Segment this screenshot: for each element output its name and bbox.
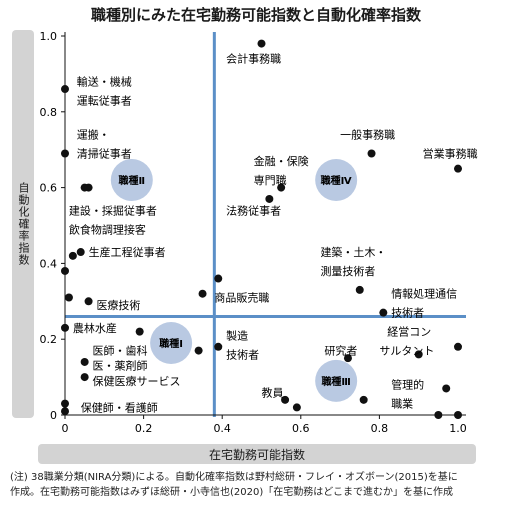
point-label: 医療技術	[96, 298, 140, 312]
y-tick-label: 0.6	[40, 182, 58, 195]
data-point	[343, 354, 352, 363]
data-point	[281, 395, 290, 404]
point-label: 技術者	[226, 348, 259, 361]
point-label: 法務従事者	[226, 203, 281, 217]
data-point	[214, 342, 223, 351]
quadrant-marker	[315, 359, 358, 402]
x-tick-label: 0.8	[371, 422, 389, 435]
quadrant-label: 職種Ⅱ	[119, 174, 146, 187]
point-label: 輸送・機械	[77, 74, 132, 88]
point-label: 測量技術者	[320, 264, 375, 278]
point-label: 金融・保険	[254, 154, 309, 168]
point-label: 研究者	[324, 344, 357, 358]
data-point	[80, 373, 89, 382]
y-tick-label: 0	[50, 409, 57, 422]
y-tick-label: 0.8	[40, 106, 58, 119]
point-label: 経営コン	[387, 325, 431, 339]
x-tick-label: 0.4	[213, 422, 231, 435]
point-label: 技術者	[391, 307, 424, 320]
footnote: (注) 38職業分類(NIRA分類)による。自動化確率指数は野村総研・フレイ・オ…	[10, 470, 506, 500]
point-label: 保健師・看護師	[81, 400, 158, 414]
data-point	[454, 411, 462, 419]
quadrant-marker	[315, 159, 358, 202]
data-point	[367, 149, 376, 158]
point-label: 建築・土木・	[320, 245, 386, 259]
data-point	[84, 183, 93, 192]
y-tick-label: 1.0	[40, 30, 58, 43]
y-tick-label: 0.2	[40, 333, 58, 346]
x-tick-label: 0.2	[135, 422, 153, 435]
quadrant-label: 職種Ⅰ	[159, 337, 183, 350]
data-point	[68, 251, 77, 260]
data-point	[61, 85, 69, 94]
x-tick-label: 0.6	[292, 422, 310, 435]
y-axis-label: 自動化確率指数	[17, 182, 30, 266]
data-point	[454, 164, 462, 173]
point-label: 専門職	[254, 174, 287, 187]
chart-title: 職種別にみた在宅勤務可能指数と自動化確率指数	[90, 6, 421, 24]
data-point	[84, 297, 93, 306]
point-label: 管理的	[391, 378, 424, 392]
point-label: 清掃従事者	[77, 146, 132, 160]
x-tick-label: 0	[62, 422, 69, 435]
quadrant-label: 職種Ⅲ	[321, 375, 350, 388]
point-label: 飲食物調理接客	[69, 222, 146, 236]
point-label: 教員	[262, 386, 284, 399]
point-label: 運転従事者	[77, 94, 132, 107]
point-label: 職業	[391, 398, 413, 411]
data-point	[135, 327, 144, 336]
data-point	[61, 323, 69, 332]
quadrant-label: 職種Ⅳ	[321, 174, 352, 187]
data-point	[257, 39, 266, 48]
x-tick-label: 1.0	[449, 422, 467, 435]
footnote-line: (注) 38職業分類(NIRA分類)による。自動化確率指数は野村総研・フレイ・オ…	[10, 472, 458, 483]
data-point	[194, 346, 203, 355]
data-point	[76, 248, 85, 257]
data-point	[265, 194, 274, 203]
point-label: 営業事務職	[423, 146, 478, 160]
point-label: 生産工程従事者	[89, 245, 166, 259]
x-axis-label-band: 在宅勤務可能指数	[38, 444, 476, 464]
quadrant-marker	[150, 321, 193, 364]
data-point	[61, 399, 69, 408]
point-label: 農林水産	[73, 321, 117, 335]
point-label: 医・薬剤師	[93, 359, 148, 373]
data-point	[214, 274, 223, 283]
data-point	[434, 411, 443, 419]
data-point	[64, 293, 73, 302]
data-point	[80, 357, 89, 366]
point-label: 医師・歯科	[93, 344, 148, 358]
point-label: 一般事務職	[340, 128, 395, 142]
footnote-line: 作成。在宅勤務可能指数はみずほ総研・小寺信也(2020)「在宅勤務はどこまで進む…	[10, 487, 453, 498]
data-point	[414, 350, 423, 359]
y-axis-label-band: 自動化確率指数	[12, 30, 34, 418]
y-tick-label: 0.4	[40, 257, 58, 270]
x-axis-label: 在宅勤務可能指数	[208, 447, 305, 462]
point-label: 情報処理通信	[391, 288, 457, 301]
point-label: 会計事務職	[226, 52, 281, 66]
data-point	[198, 289, 207, 298]
data-point	[379, 308, 388, 317]
data-point	[277, 183, 286, 192]
data-point	[61, 266, 69, 275]
point-label: 製造	[226, 328, 248, 342]
data-point	[355, 285, 364, 294]
point-label: サルタント	[379, 345, 434, 358]
point-label: 商品販売職	[214, 291, 269, 305]
data-point	[359, 395, 368, 404]
point-label: 運搬・	[77, 128, 110, 142]
quadrant-marker	[110, 159, 153, 202]
point-label: 保健医療サービス	[93, 374, 181, 388]
data-point	[292, 403, 301, 412]
data-point	[61, 407, 69, 416]
data-point	[61, 149, 69, 158]
data-point	[442, 384, 451, 393]
data-point	[454, 342, 462, 351]
point-label: 建設・採掘従事者	[69, 203, 157, 217]
